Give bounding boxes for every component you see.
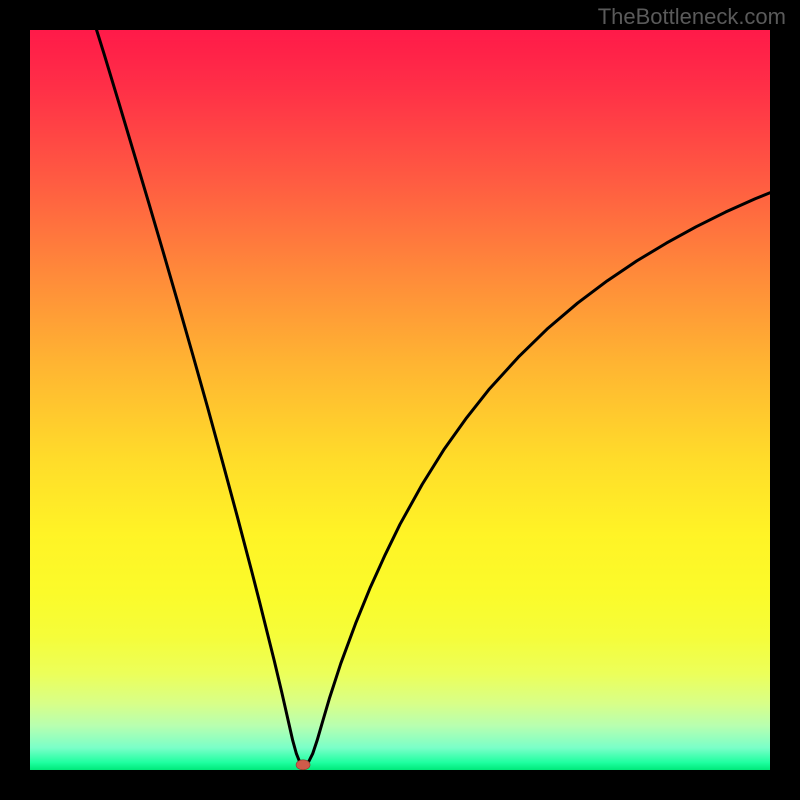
chart-curve-svg <box>30 30 770 770</box>
optimum-marker <box>296 760 310 770</box>
bottleneck-curve <box>97 30 770 765</box>
chart-plot-area <box>30 30 770 770</box>
watermark-text: TheBottleneck.com <box>598 4 786 30</box>
